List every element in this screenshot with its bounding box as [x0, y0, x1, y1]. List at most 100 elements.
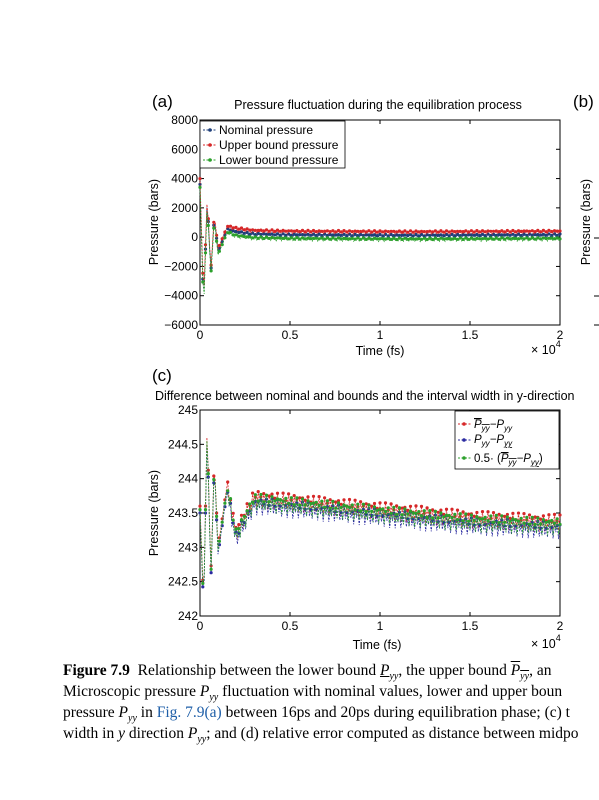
- data-point: [328, 498, 332, 502]
- data-point: [367, 236, 371, 240]
- data-point: [486, 229, 490, 233]
- data-point: [439, 236, 443, 240]
- data-point: [300, 228, 305, 232]
- data-point: [314, 500, 318, 504]
- panel-a-plot-area: [198, 177, 562, 294]
- data-point: [223, 505, 227, 509]
- data-point: [287, 501, 291, 505]
- data-point: [461, 237, 465, 241]
- data-point: [256, 231, 260, 235]
- data-point: [539, 230, 543, 234]
- data-point: [228, 497, 233, 501]
- data-point: [419, 504, 424, 508]
- data-point: [220, 243, 224, 247]
- data-point: [411, 230, 415, 234]
- data-point: [234, 229, 238, 234]
- data-point: [212, 481, 216, 485]
- data-point: [201, 271, 205, 275]
- data-point: [251, 500, 255, 504]
- panel-b-ylabel: Pressure (bars): [579, 179, 593, 265]
- data-point: [428, 233, 432, 238]
- data-point: [378, 237, 382, 241]
- data-point: [431, 508, 435, 512]
- data-point: [431, 230, 435, 234]
- data-point: [453, 234, 457, 238]
- data-point: [347, 229, 352, 233]
- data-point: [311, 236, 316, 240]
- data-point: [527, 513, 532, 517]
- data-point: [300, 233, 305, 237]
- data-point: [331, 499, 335, 503]
- data-point: [262, 500, 266, 504]
- data-point: [334, 237, 338, 241]
- data-point: [353, 232, 357, 236]
- caption-text: Relationship between the lower bound: [137, 662, 380, 679]
- data-point: [311, 501, 316, 505]
- data-point: [361, 507, 365, 511]
- data-point: [486, 237, 490, 241]
- data-point: [303, 230, 307, 234]
- data-point: [234, 233, 238, 237]
- data-point: [497, 512, 501, 516]
- data-point: [406, 237, 410, 241]
- data-point: [428, 509, 432, 513]
- data-point: [444, 507, 449, 511]
- data-point: [455, 237, 460, 241]
- data-point: [453, 230, 457, 234]
- data-point: [550, 229, 554, 234]
- data-point: [425, 230, 429, 234]
- data-point: [480, 517, 485, 521]
- data-point: [215, 518, 219, 522]
- data-point: [480, 510, 485, 514]
- data-point: [503, 514, 507, 519]
- data-point: [367, 503, 371, 507]
- data-point: [392, 236, 396, 240]
- data-point: [309, 233, 313, 237]
- data-point: [422, 230, 426, 234]
- data-point: [505, 515, 509, 519]
- data-point: [336, 499, 341, 503]
- y-tick-label: 0: [191, 230, 198, 244]
- caption-text: Microscopic pressure: [63, 683, 200, 700]
- data-point: [406, 508, 410, 512]
- data-point: [550, 236, 554, 240]
- legend-nominal-minus-lower: Pyy−Pyy: [474, 434, 513, 448]
- data-point: [273, 499, 277, 503]
- data-point: [295, 233, 299, 237]
- data-point: [215, 236, 219, 240]
- legend-upper-minus-nominal: Pyy−Pyy: [474, 419, 513, 433]
- data-point: [483, 236, 487, 240]
- data-point: [212, 220, 216, 224]
- data-point: [503, 230, 507, 234]
- data-point: [317, 229, 321, 233]
- data-point: [516, 237, 521, 241]
- legend-lower-bound-pressure: Lower bound pressure: [219, 153, 339, 167]
- data-point: [201, 280, 205, 284]
- data-point: [480, 229, 485, 233]
- data-point: [400, 233, 404, 237]
- data-point: [486, 510, 490, 514]
- data-point: [511, 511, 515, 515]
- panel-c-ylabel: Pressure (bars): [147, 470, 161, 556]
- data-point: [361, 233, 365, 237]
- data-point: [436, 516, 440, 520]
- data-point: [234, 225, 238, 229]
- data-point: [469, 229, 473, 233]
- data-point: [323, 496, 327, 500]
- symbol-upper-bound: Pyy: [510, 662, 530, 683]
- figure-link[interactable]: Fig. 7.9(a): [156, 704, 222, 721]
- data-point: [386, 234, 390, 238]
- data-point: [217, 249, 221, 253]
- data-point: [395, 504, 399, 508]
- legend-half-width: 0.5· (Pyy−Pyy): [474, 453, 543, 467]
- data-point: [275, 236, 280, 240]
- data-point: [403, 229, 407, 233]
- data-point: [555, 236, 559, 240]
- data-point: [215, 514, 219, 519]
- data-point: [334, 506, 338, 510]
- data-point: [375, 237, 379, 241]
- data-point: [253, 235, 257, 239]
- data-point: [217, 243, 221, 248]
- panel-a-title: Pressure fluctuation during the equilibr…: [234, 98, 522, 112]
- data-point: [378, 229, 382, 233]
